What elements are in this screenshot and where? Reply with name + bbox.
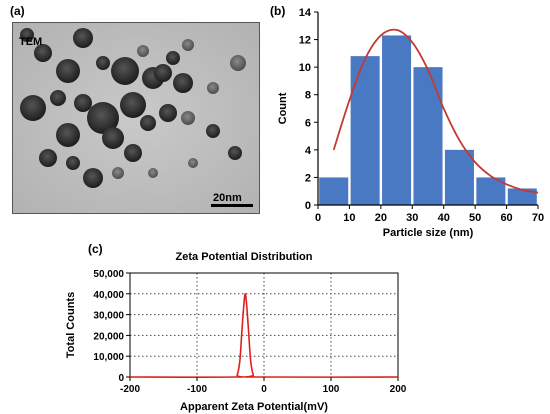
zeta-x-tick-label: -200 <box>120 384 140 395</box>
histogram-bar <box>350 56 380 205</box>
histogram-y-tick-label: 4 <box>305 145 312 157</box>
zeta-series-line <box>129 292 399 378</box>
histogram-x-tick-label: 40 <box>438 212 450 224</box>
histogram-x-tick-label: 30 <box>406 212 418 224</box>
histogram-bar <box>444 149 474 205</box>
zeta-y-ticks: 0 10,000 20,000 30,000 40,000 50,000 <box>93 269 130 384</box>
histogram-x-tick-label: 10 <box>343 212 355 224</box>
histogram-bars <box>319 35 537 206</box>
histogram-y-tick-label: 8 <box>305 90 311 102</box>
histogram-y-tick-label: 6 <box>305 117 311 129</box>
zeta-y-tick-label: 40,000 <box>93 290 124 301</box>
tem-micrograph: TEM 20nm <box>12 22 260 214</box>
zeta-x-tick-label: 0 <box>261 384 267 395</box>
histogram-y-tick-label: 0 <box>305 200 311 212</box>
histogram-y-tick-label: 2 <box>305 172 311 184</box>
histogram-y-tick-label: 12 <box>299 35 311 47</box>
histogram-fit-curve <box>332 28 539 194</box>
zeta-x-tick-label: 100 <box>323 384 340 395</box>
tem-image: TEM 20nm <box>13 23 259 213</box>
zeta-potential-chart: Zeta Potential Distribution -200 -100 0 100… <box>65 251 407 413</box>
histogram-y-tick-label: 10 <box>299 62 311 74</box>
histogram-x-label: Particle size (nm) <box>383 227 474 239</box>
histogram-bar <box>382 35 412 205</box>
tem-label: TEM <box>19 36 42 48</box>
scale-bar-label: 20nm <box>213 192 242 204</box>
nanoparticles <box>20 28 246 188</box>
zeta-y-tick-label: 30,000 <box>93 311 124 322</box>
zeta-x-label: Apparent Zeta Potential(mV) <box>180 401 328 413</box>
histogram-y-tick-label: 14 <box>299 7 312 19</box>
panel-label-c: (c) <box>88 242 103 256</box>
zeta-grid <box>129 272 399 378</box>
zeta-x-tick-label: -100 <box>187 384 207 395</box>
histogram-x-tick-label: 70 <box>532 212 544 224</box>
histogram-x-tick-label: 50 <box>469 212 481 224</box>
histogram-x-tick-label: 0 <box>315 212 321 224</box>
zeta-title: Zeta Potential Distribution <box>176 251 313 263</box>
zeta-x-label-text: Apparent Zeta Potential <box>180 401 303 413</box>
particle-size-histogram: 0 10 20 30 40 50 60 70 0 2 4 6 8 10 12 14 Particle siz… <box>277 7 544 239</box>
zeta-y-tick-label: 50,000 <box>93 269 124 280</box>
zeta-x-tick-label: 200 <box>390 384 407 395</box>
histogram-bar <box>319 177 349 205</box>
scale-bar <box>211 204 253 207</box>
zeta-x-ticks: -200 -100 0 100 200 <box>120 377 407 395</box>
histogram-x-tick-label: 60 <box>500 212 512 224</box>
histogram-bar <box>413 67 443 206</box>
histogram-x-tick-label: 20 <box>375 212 387 224</box>
histogram-y-ticks: 0 2 4 6 8 10 12 14 <box>299 7 318 212</box>
zeta-y-tick-label: 20,000 <box>93 331 124 342</box>
panel-label-b: (b) <box>270 4 286 18</box>
histogram-bar <box>507 188 537 205</box>
panel-label-a: (a) <box>10 4 25 18</box>
zeta-y-tick-label: 0 <box>118 373 124 384</box>
zeta-x-label-unit: (mV) <box>304 401 329 413</box>
zeta-y-label: Total Counts <box>65 292 77 358</box>
histogram-x-ticks: 0 10 20 30 40 50 60 70 <box>315 205 544 224</box>
histogram-y-label: Count <box>277 92 289 124</box>
zeta-y-tick-label: 10,000 <box>93 352 124 363</box>
